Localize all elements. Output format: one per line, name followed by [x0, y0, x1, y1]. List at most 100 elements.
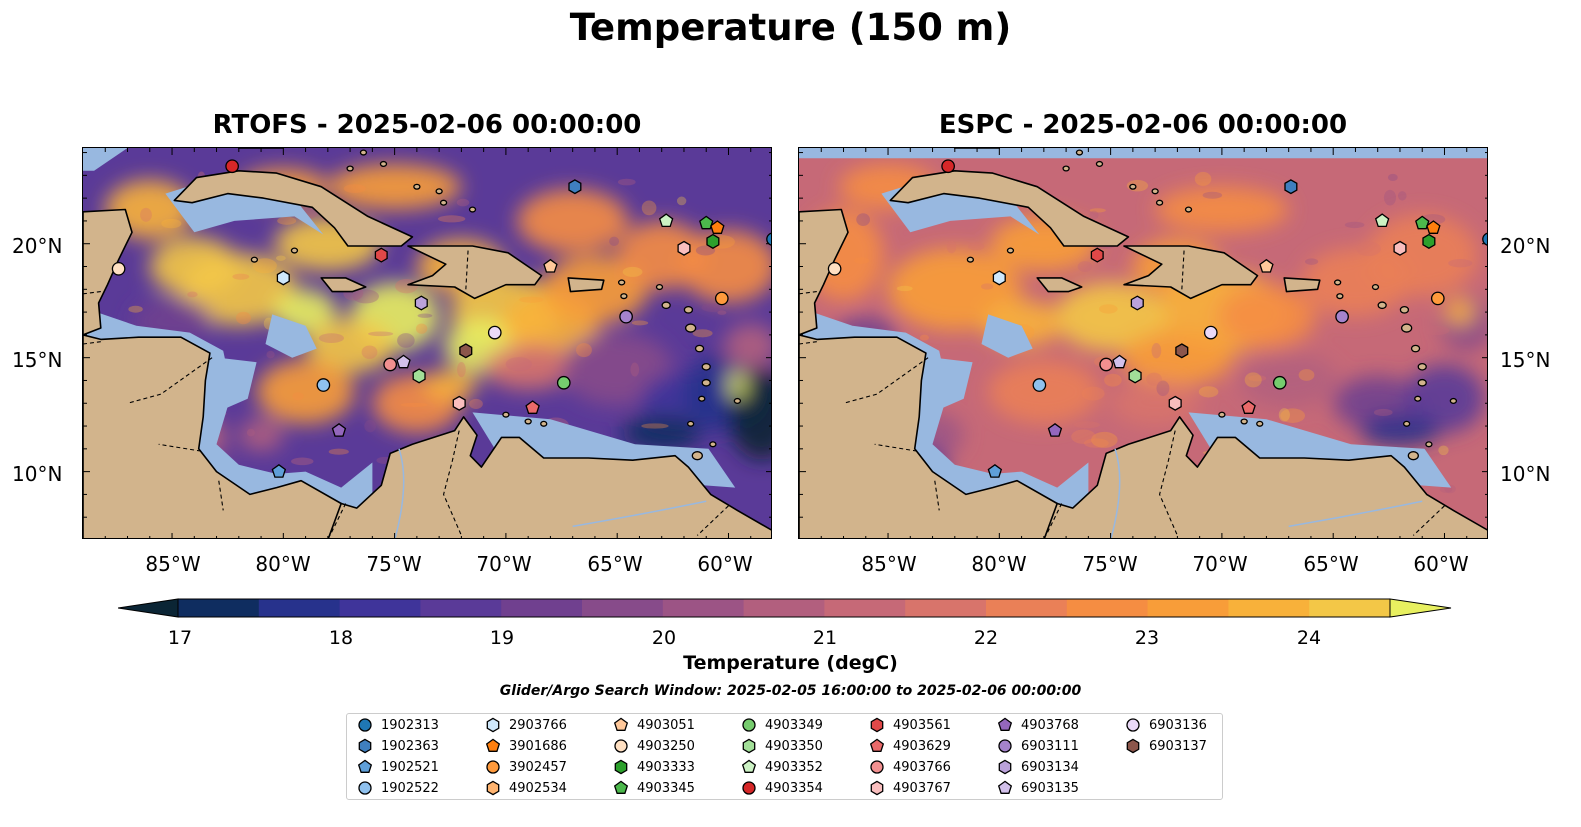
legend-label: 4903768 [1021, 717, 1079, 733]
float-marker-6903136 [1203, 325, 1218, 340]
float-marker-6903134 [1130, 295, 1144, 311]
hexagon-marker-icon [1126, 738, 1140, 754]
colorbar-segment [986, 599, 1068, 617]
legend-marker-3902457 [486, 760, 500, 774]
legend-label: 4903333 [637, 759, 695, 775]
legend-marker-4903767 [870, 780, 884, 796]
float-marker-1902313 [1482, 232, 1487, 246]
legend-label: 4903766 [893, 759, 951, 775]
circle-marker-icon [1126, 718, 1140, 732]
colorbar-tick-18: 18 [328, 627, 354, 649]
float-marker-6903111 [619, 309, 633, 324]
colorbar-segment [1147, 599, 1229, 617]
float-marker-1902363 [568, 179, 582, 195]
float-marker-4903352 [658, 213, 674, 228]
legend-marker-3901686 [485, 738, 501, 752]
float-marker-4903345 [1415, 215, 1430, 230]
lon-tick-80w-rtofs: 80°W [255, 552, 311, 576]
legend-marker-4903766 [870, 760, 884, 774]
float-marker-3901686 [710, 220, 725, 234]
temperature-colorbar [118, 598, 1452, 618]
legend-marker-4903768 [997, 717, 1013, 731]
float-marker-3902457 [714, 291, 729, 306]
legend-marker-4903350 [742, 738, 756, 754]
legend-marker-4903250 [614, 739, 628, 753]
lon-tick-85w-rtofs: 85°W [145, 552, 201, 576]
colorbar-segment [743, 599, 825, 617]
float-marker-4903767 [1168, 395, 1182, 411]
legend-item-4903354: 4903354 [741, 778, 823, 798]
legend-label: 1902363 [381, 738, 439, 754]
colorbar-tick-22: 22 [973, 627, 999, 649]
legend-label: 1902313 [381, 717, 439, 733]
legend-item-3902457: 3902457 [485, 757, 567, 777]
colorbar-tick-17: 17 [167, 627, 193, 649]
legend-item-4903352: 4903352 [741, 757, 823, 777]
legend-item-1902363: 1902363 [357, 736, 439, 756]
legend-label: 1902522 [381, 780, 439, 796]
colorbar-segment [1066, 599, 1149, 617]
float-marker-1902521 [271, 463, 287, 478]
legend-item-1902313: 1902313 [357, 715, 439, 735]
float-marker-6903135 [1112, 354, 1127, 369]
legend-item-4903561: 4903561 [869, 715, 951, 735]
float-marker-4903345 [699, 215, 714, 230]
legend-marker-4903352 [741, 759, 757, 773]
lat-tick-15n-left: 15°N [12, 348, 63, 372]
lon-tick-80w-espc: 80°W [971, 552, 1027, 576]
circle-marker-icon [358, 718, 372, 732]
legend-marker-1902363 [358, 738, 372, 754]
legend-item-4903766: 4903766 [869, 757, 951, 777]
hexagon-marker-icon [870, 780, 884, 796]
float-marker-4903250 [827, 261, 842, 276]
float-marker-4903768 [331, 422, 347, 437]
float-marker-1902521 [987, 463, 1003, 478]
pentagon-marker-icon [613, 780, 629, 794]
float-marker-3901686 [1426, 220, 1441, 234]
legend-item-4903768: 4903768 [997, 715, 1079, 735]
legend-marker-4903051 [613, 717, 629, 731]
colorbar-segment [1309, 599, 1391, 617]
legend-marker-4903333 [614, 759, 628, 775]
hexagon-marker-icon [614, 759, 628, 775]
float-marker-4903051 [543, 258, 558, 273]
colorbar-segment [339, 599, 421, 617]
legend-item-4903250: 4903250 [613, 736, 695, 756]
legend-marker-4903354 [742, 781, 756, 795]
float-marker-4903767 [1393, 240, 1407, 256]
legend-item-6903136: 6903136 [1125, 715, 1207, 735]
float-marker-4903629 [525, 400, 540, 414]
legend-marker-6903134 [998, 759, 1012, 775]
float-marker-6903135 [396, 354, 411, 369]
legend-item-6903135: 6903135 [997, 778, 1079, 798]
figure-title: Temperature (150 m) [569, 6, 1012, 49]
float-marker-4903768 [1047, 422, 1063, 437]
legend-item-6903134: 6903134 [997, 757, 1079, 777]
lon-tick-70w-espc: 70°W [1192, 552, 1248, 576]
float-marker-6903136 [487, 325, 502, 340]
float-marker-4903766 [383, 357, 398, 372]
float-marker-1902363 [1284, 179, 1298, 195]
legend-marker-1902521 [357, 759, 373, 773]
legend-marker-1902313 [358, 718, 372, 732]
pentagon-marker-icon [869, 738, 885, 752]
legend-label: 4903629 [893, 738, 951, 754]
float-marker-4903250 [111, 261, 126, 276]
hexagon-marker-icon [358, 738, 372, 754]
lat-tick-10n-left: 10°N [12, 462, 63, 486]
float-marker-6903111 [1335, 309, 1349, 324]
float-marker-2903766 [276, 270, 290, 286]
float-marker-4903354 [225, 159, 239, 174]
pentagon-marker-icon [485, 738, 501, 752]
colorbar-tick-24: 24 [1296, 627, 1322, 649]
lat-tick-20n-left: 20°N [12, 234, 63, 258]
legend-item-4902534: 4902534 [485, 778, 567, 798]
float-marker-4903349 [556, 375, 571, 390]
float-marker-1902313 [766, 232, 771, 246]
legend-item-4903349: 4903349 [741, 715, 823, 735]
hexagon-marker-icon [742, 738, 756, 754]
circle-marker-icon [998, 739, 1012, 753]
circle-marker-icon [742, 718, 756, 732]
colorbar-label: Temperature (degC) [683, 652, 898, 674]
pentagon-marker-icon [997, 780, 1013, 794]
